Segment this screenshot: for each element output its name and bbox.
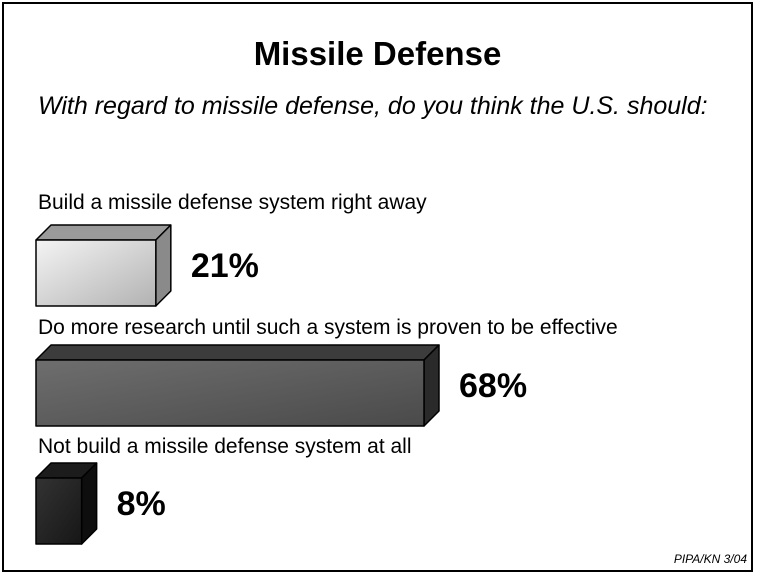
- bar-top-build-now: [35, 224, 172, 241]
- category-label-not-build: Not build a missile defense system at al…: [38, 435, 412, 458]
- bar-side-more-research: [423, 344, 440, 427]
- question-text: With regard to missile defense, do you t…: [38, 92, 708, 120]
- data-label-build-now: 21%: [190, 246, 259, 285]
- category-label-more-research: Do more research until such a system is …: [38, 316, 618, 339]
- bar-side-not-build: [80, 462, 98, 545]
- bar-top-more-research: [35, 344, 440, 361]
- source-note: PIPA/KN 3/04: [673, 552, 747, 566]
- bar-build-now: [35, 239, 157, 307]
- category-label-build-now: Build a missile defense system right awa…: [38, 191, 427, 214]
- bar-not-build: [35, 477, 83, 545]
- data-label-more-research: 68%: [459, 366, 528, 405]
- bar-more-research: [35, 359, 425, 427]
- bar-side-build-now: [155, 224, 172, 307]
- chart-title: Missile Defense: [253, 35, 502, 72]
- bars-canvas: [35, 224, 440, 545]
- data-label-not-build: 8%: [116, 484, 166, 523]
